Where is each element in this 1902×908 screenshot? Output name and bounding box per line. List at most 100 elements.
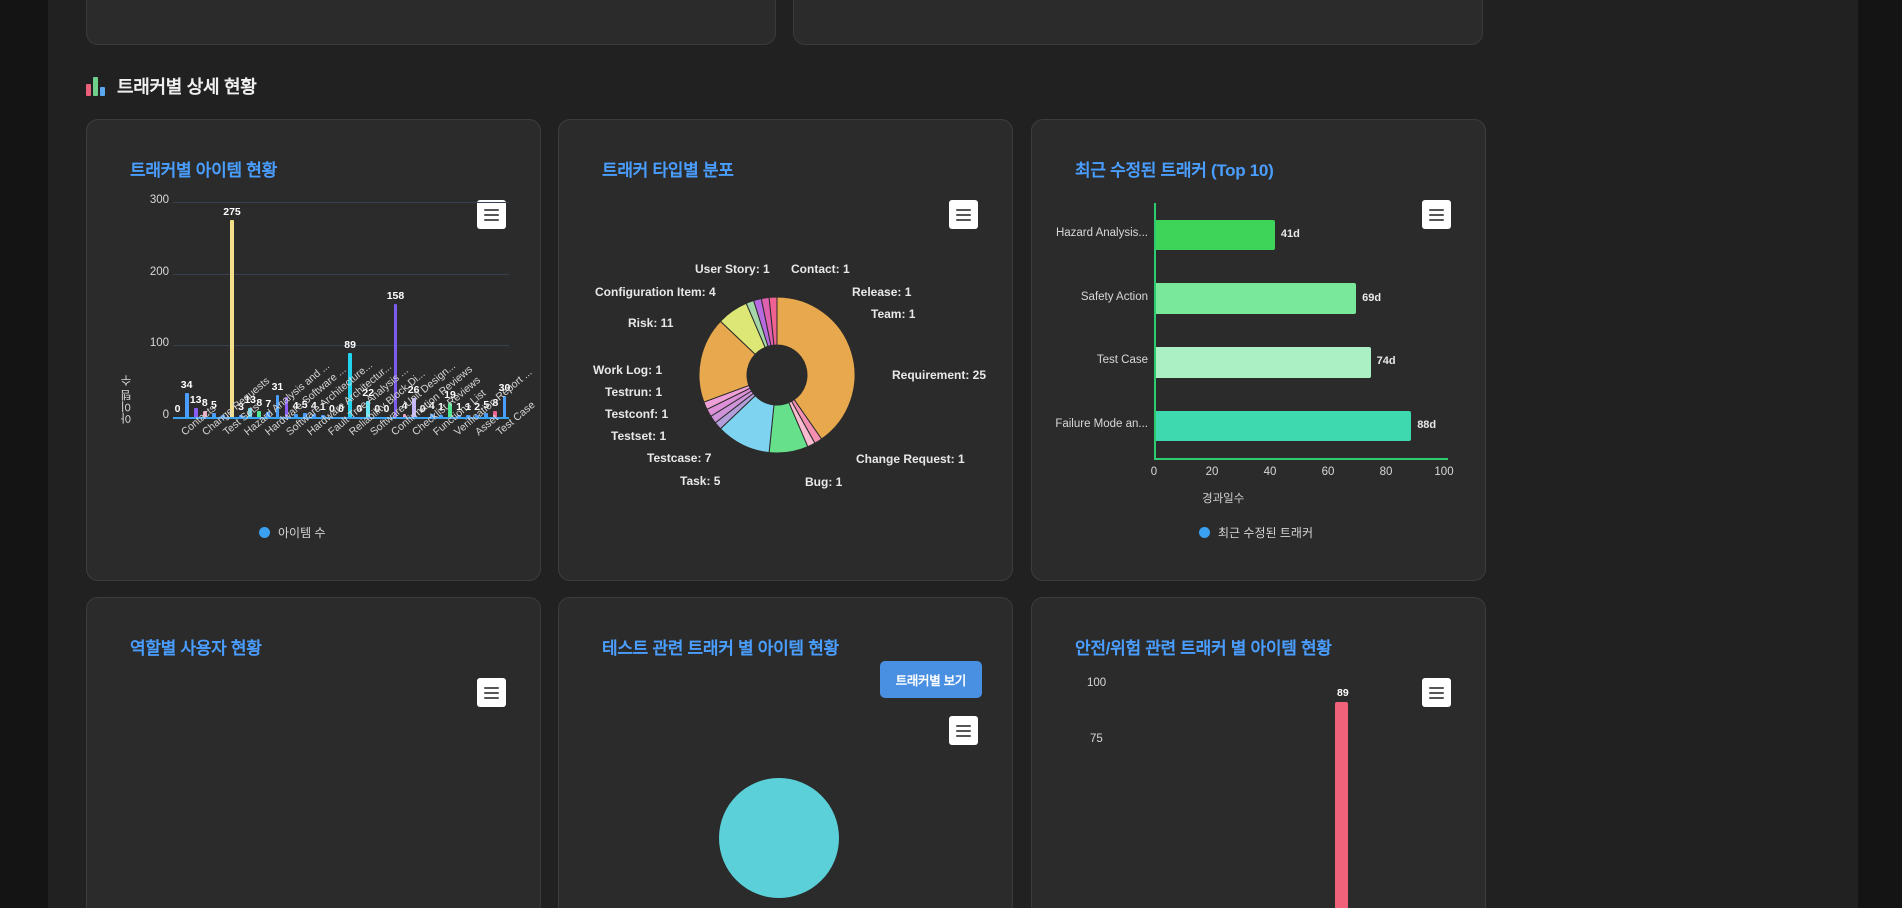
chart-menu-button-safety-trackers[interactable] [1422, 678, 1451, 707]
bar-chart3[interactable] [1156, 219, 1275, 251]
bar-chart1[interactable] [257, 411, 262, 417]
bar-value-chart1: 8 [492, 397, 499, 410]
bar-chart1[interactable] [411, 398, 416, 417]
bar-value-chart1: 0 [419, 403, 426, 415]
hamburger-line [956, 729, 971, 732]
bar-value-chart1: 5 [483, 399, 490, 412]
bar-chart1[interactable] [293, 414, 298, 417]
bar-chart3[interactable] [1156, 347, 1371, 378]
bar-value-chart1: 0 [338, 403, 344, 415]
bar-chart1[interactable] [230, 219, 234, 417]
hamburger-line [484, 696, 499, 699]
y-tick-chart6-75: 75 [1090, 733, 1103, 745]
bar-value-chart6: 89 [1337, 687, 1349, 699]
chart-menu-button-tracker-types[interactable] [949, 200, 978, 229]
view-by-tracker-button[interactable]: 트래커별 보기 [879, 661, 982, 698]
bar-value-chart3: 88d [1417, 419, 1437, 432]
x-axis-label-chart3: 경과일수 [1202, 493, 1245, 505]
x-tick-chart3: 40 [1263, 466, 1277, 478]
bar-chart1[interactable] [502, 395, 507, 417]
bar-chart1[interactable] [484, 413, 489, 417]
bar-value-chart1: 1 [456, 401, 462, 413]
bar-chart1[interactable] [202, 411, 207, 417]
donut-svg [698, 296, 856, 454]
bar-value-chart1: 30 [498, 381, 511, 394]
bar-chart1[interactable] [275, 394, 280, 417]
card-test-trackers: 테스트 관련 트래커 별 아이템 현황 트래커별 보기 [558, 597, 1013, 908]
donut-slice[interactable] [776, 296, 856, 440]
y-axis-line-chart3 [1154, 203, 1156, 458]
bar-value-chart1: 275 [223, 205, 241, 218]
x-tick-chart3: 20 [1205, 466, 1219, 478]
bar-value-chart1: 1 [437, 401, 444, 413]
donut-label-left: Testset: 1 [611, 429, 667, 443]
bar-chart1[interactable] [402, 414, 407, 417]
chart-menu-button-test-trackers[interactable] [949, 716, 978, 745]
bar-chart3[interactable] [1156, 410, 1412, 442]
hamburger-line [484, 218, 499, 221]
bar-chart1[interactable] [284, 396, 289, 417]
y-tick-chart1: 100 [149, 337, 169, 350]
y-tick-chart3: Test Case [1096, 354, 1148, 367]
bar-value-chart1: 5 [301, 399, 308, 412]
donut-label-top: Contact: 1 [791, 262, 850, 276]
y-tick-chart6-100: 100 [1087, 677, 1107, 689]
bar-chart1[interactable] [320, 415, 325, 417]
bar-chart1[interactable] [193, 407, 198, 417]
donut-label-right: Requirement: 25 [892, 368, 987, 382]
chart-menu-button-role-users[interactable] [477, 678, 506, 707]
bar-chart1[interactable] [211, 413, 216, 417]
x-axis-line-chart1 [173, 417, 509, 419]
bar-chart1[interactable] [184, 392, 189, 417]
bar-value-chart1: 4 [401, 400, 408, 413]
bar-chart1[interactable] [248, 407, 253, 417]
hamburger-line [956, 213, 971, 216]
bar-chart1[interactable] [266, 411, 271, 417]
x-tick-chart3: 80 [1379, 466, 1393, 478]
bar-chart1[interactable] [239, 414, 243, 417]
hamburger-line [1429, 213, 1444, 216]
bar-chart1[interactable] [429, 414, 434, 417]
donut-label-left: Work Log: 1 [593, 363, 663, 377]
bar-value-chart1: 13 [189, 393, 202, 406]
donut-label-left: Task: 5 [680, 474, 721, 488]
bar-chart1[interactable] [348, 353, 352, 417]
plot-area-chart3: Hazard Analysis... 41d Safety Action 69d Tes… [1032, 120, 1487, 582]
bar-chart3[interactable] [1156, 283, 1357, 314]
donut-label-right: Change Request: 1 [856, 452, 965, 466]
bar-chart1[interactable] [448, 403, 452, 417]
bar-chart1[interactable] [311, 414, 316, 417]
donut-slice[interactable] [768, 296, 778, 346]
bar-value-chart1: 8 [256, 397, 263, 410]
card-title-safety-trackers: 안전/위험 관련 트래커 별 아이템 현황 [1075, 639, 1332, 658]
bar-chart1[interactable] [475, 415, 480, 417]
bar-chart1[interactable] [366, 401, 371, 417]
chart-menu-button-tracker-items[interactable] [477, 200, 506, 229]
bar-chart1[interactable] [393, 303, 398, 417]
bar-chart1[interactable] [457, 415, 461, 417]
hamburger-line [484, 208, 499, 211]
bar-chart1[interactable] [466, 415, 471, 417]
top-card-left [86, 0, 776, 45]
legend-label: 아이템 수 [278, 526, 326, 540]
bar-value-chart3: 74d [1376, 355, 1396, 368]
y-tick-chart3: Hazard Analysis... [1055, 226, 1148, 239]
bar-chart1[interactable] [438, 415, 443, 417]
bar-value-chart1: 158 [386, 289, 405, 302]
bar-chart-icon [86, 76, 106, 96]
bar-value-chart1: 89 [344, 339, 356, 352]
bar-value-chart1: 4 [292, 400, 299, 413]
bar-value-chart1: 8 [201, 397, 208, 410]
bar-chart1[interactable] [493, 411, 498, 417]
bar-chart1[interactable] [221, 415, 225, 417]
chart-menu-button-recent-trackers[interactable] [1422, 200, 1451, 229]
bar-chart1[interactable] [302, 413, 307, 417]
card-tracker-types: 트래커 타입별 분포 Configuration Item: 4 Risk: 11… [558, 119, 1013, 581]
legend-label: 최근 수정된 트래커 [1218, 526, 1313, 540]
x-tick-chart3: 60 [1321, 466, 1335, 478]
bar-value-chart1: 4 [310, 400, 317, 413]
donut-preview-test [719, 778, 839, 898]
card-title-tracker-items: 트래커별 아이템 현황 [130, 161, 277, 180]
card-role-users: 역할별 사용자 현황 [86, 597, 541, 908]
